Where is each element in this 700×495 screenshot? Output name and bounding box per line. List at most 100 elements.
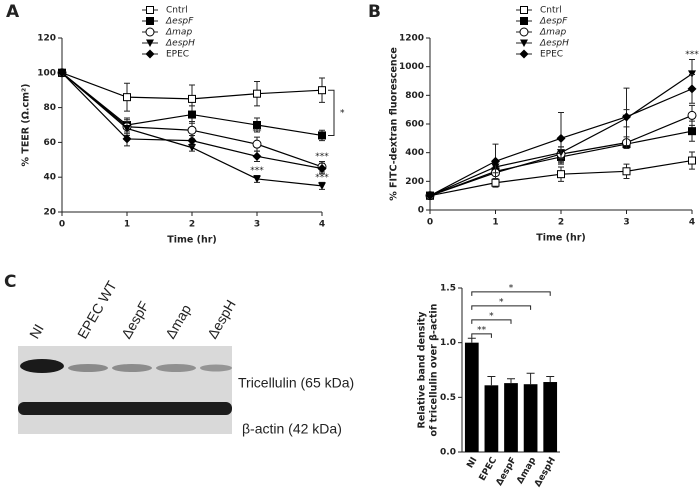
lane-label: ΔespF [118, 298, 152, 341]
annotation: * [499, 297, 504, 307]
bracket [471, 305, 532, 310]
band [112, 364, 152, 372]
bar [523, 384, 538, 452]
y-tick-label: 120 [37, 34, 56, 44]
lane-label: NI [26, 321, 47, 341]
marker [622, 112, 631, 122]
marker [491, 156, 500, 166]
y-tick-label: 1.0 [440, 338, 456, 348]
bracket [471, 319, 512, 324]
marker [253, 175, 261, 183]
lane-label: Δmap [162, 301, 194, 341]
marker [425, 191, 435, 201]
annotation: ** [253, 128, 263, 138]
x-axis-label: Time (hr) [536, 233, 586, 244]
legend-label: ΔespH [165, 39, 195, 49]
panel-label: C [4, 272, 16, 292]
legend-marker [146, 39, 154, 47]
band [68, 364, 108, 372]
x-tick-label: 0 [59, 220, 65, 230]
y-axis-label: Relative band density [417, 311, 428, 429]
marker [187, 125, 197, 135]
bar [484, 385, 499, 452]
band-label: β-actin (42 kDa) [242, 421, 342, 437]
marker [491, 178, 500, 187]
annotation: *** [315, 173, 329, 183]
annotation: * [509, 283, 514, 293]
annotation: *** [315, 152, 329, 162]
bar [464, 342, 479, 452]
marker [556, 133, 566, 143]
band-label: Tricellulin (65 kDa) [238, 375, 354, 391]
band [18, 402, 232, 415]
marker [557, 170, 565, 179]
y-axis-label: % TEER (Ω.cm²) [21, 84, 32, 167]
x-tick-label: 3 [623, 218, 629, 228]
band [156, 364, 196, 372]
panel-label: A [6, 2, 20, 22]
x-tick-label: 2 [189, 220, 195, 230]
legend-label: EPEC [540, 50, 563, 60]
marker [187, 136, 197, 146]
error-bar [467, 337, 476, 343]
marker [188, 94, 196, 103]
y-tick-label: 400 [405, 148, 424, 158]
legend-label: ΔespF [165, 17, 194, 27]
x-axis-label: Time (hr) [167, 235, 217, 246]
legend-marker [145, 49, 155, 59]
marker [123, 124, 131, 133]
marker [188, 110, 196, 119]
y-tick-label: 60 [43, 138, 56, 148]
annotation: * [190, 135, 195, 145]
lane-label: EPEC WT [74, 278, 120, 342]
legend-marker [145, 27, 155, 37]
legend-label: Cntrl [166, 6, 188, 16]
band [20, 359, 64, 373]
marker [253, 121, 261, 129]
marker [122, 134, 132, 144]
panel-label: B [368, 2, 381, 22]
x-tick-label: 2 [558, 218, 564, 228]
bracket [328, 89, 335, 136]
marker [253, 89, 261, 98]
y-tick-label: 0 [418, 206, 424, 216]
marker [688, 156, 696, 165]
y-tick-label: 200 [405, 177, 424, 187]
annotation: *** [685, 50, 699, 60]
band [200, 364, 232, 372]
y-tick-label: 600 [405, 120, 424, 130]
marker [622, 167, 631, 176]
western-blot [18, 346, 232, 434]
annotation: * [340, 108, 345, 118]
marker [252, 151, 262, 161]
lane-label: ΔespH [204, 297, 239, 341]
x-tick-label: 0 [427, 218, 433, 228]
legend-marker [519, 49, 529, 59]
y-tick-label: 100 [37, 68, 56, 78]
legend-marker [520, 17, 528, 25]
legend-label: Δmap [165, 28, 192, 38]
bracket [471, 333, 492, 338]
legend-label: ΔespF [539, 17, 568, 27]
y-tick-label: 40 [43, 173, 56, 183]
bar [504, 383, 518, 452]
x-tick-label: 4 [319, 220, 325, 230]
y-tick-label: 20 [43, 208, 56, 218]
y-tick-label: 1.5 [440, 284, 456, 294]
annotation: * [489, 311, 494, 321]
error-bar [507, 378, 515, 384]
annotation: ** [477, 325, 487, 335]
legend-label: Cntrl [540, 6, 562, 16]
marker [318, 86, 326, 95]
x-tick-label: 3 [254, 220, 260, 230]
marker [123, 93, 131, 102]
y-tick-label: 800 [405, 91, 424, 101]
legend-label: ΔespH [539, 39, 569, 49]
legend-label: Δmap [539, 28, 566, 38]
blot-membrane [18, 346, 232, 434]
marker [687, 110, 697, 120]
marker [688, 127, 696, 136]
legend-marker [146, 6, 154, 14]
marker [252, 139, 262, 149]
